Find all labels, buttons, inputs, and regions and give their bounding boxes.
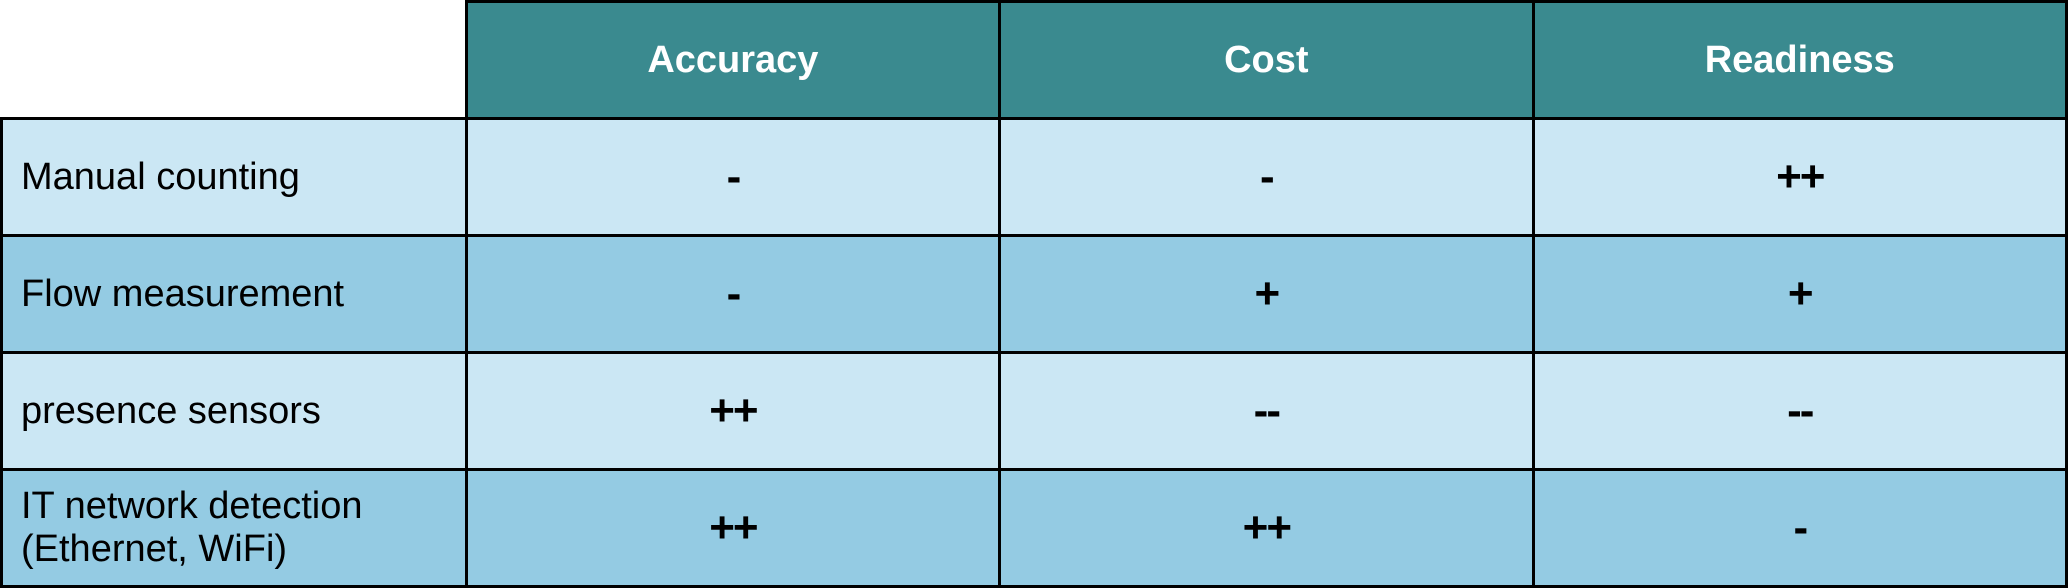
col-header-accuracy: Accuracy — [466, 2, 999, 119]
cell-value: ++ — [466, 470, 999, 587]
table-row: Manual counting - - ++ — [2, 119, 2067, 236]
table-row: IT network detection (Ethernet, WiFi) ++… — [2, 470, 2067, 587]
row-label: IT network detection (Ethernet, WiFi) — [2, 470, 467, 587]
cell-value: -- — [1000, 353, 1533, 470]
cell-value: - — [466, 236, 999, 353]
row-label: Flow measurement — [2, 236, 467, 353]
cell-value: - — [1000, 119, 1533, 236]
cell-value: -- — [1533, 353, 2066, 470]
table-row: presence sensors ++ -- -- — [2, 353, 2067, 470]
cell-value: ++ — [1533, 119, 2066, 236]
cell-value: - — [1533, 470, 2066, 587]
cell-value: + — [1000, 236, 1533, 353]
blank-corner — [2, 2, 467, 119]
comparison-table-wrap: Accuracy Cost Readiness Manual counting … — [0, 0, 2068, 588]
row-label: Manual counting — [2, 119, 467, 236]
row-label: presence sensors — [2, 353, 467, 470]
cell-value: - — [466, 119, 999, 236]
table-row: Flow measurement - + + — [2, 236, 2067, 353]
header-row: Accuracy Cost Readiness — [2, 2, 2067, 119]
cell-value: + — [1533, 236, 2066, 353]
cell-value: ++ — [466, 353, 999, 470]
col-header-readiness: Readiness — [1533, 2, 2066, 119]
cell-value: ++ — [1000, 470, 1533, 587]
comparison-table: Accuracy Cost Readiness Manual counting … — [0, 0, 2068, 588]
col-header-cost: Cost — [1000, 2, 1533, 119]
